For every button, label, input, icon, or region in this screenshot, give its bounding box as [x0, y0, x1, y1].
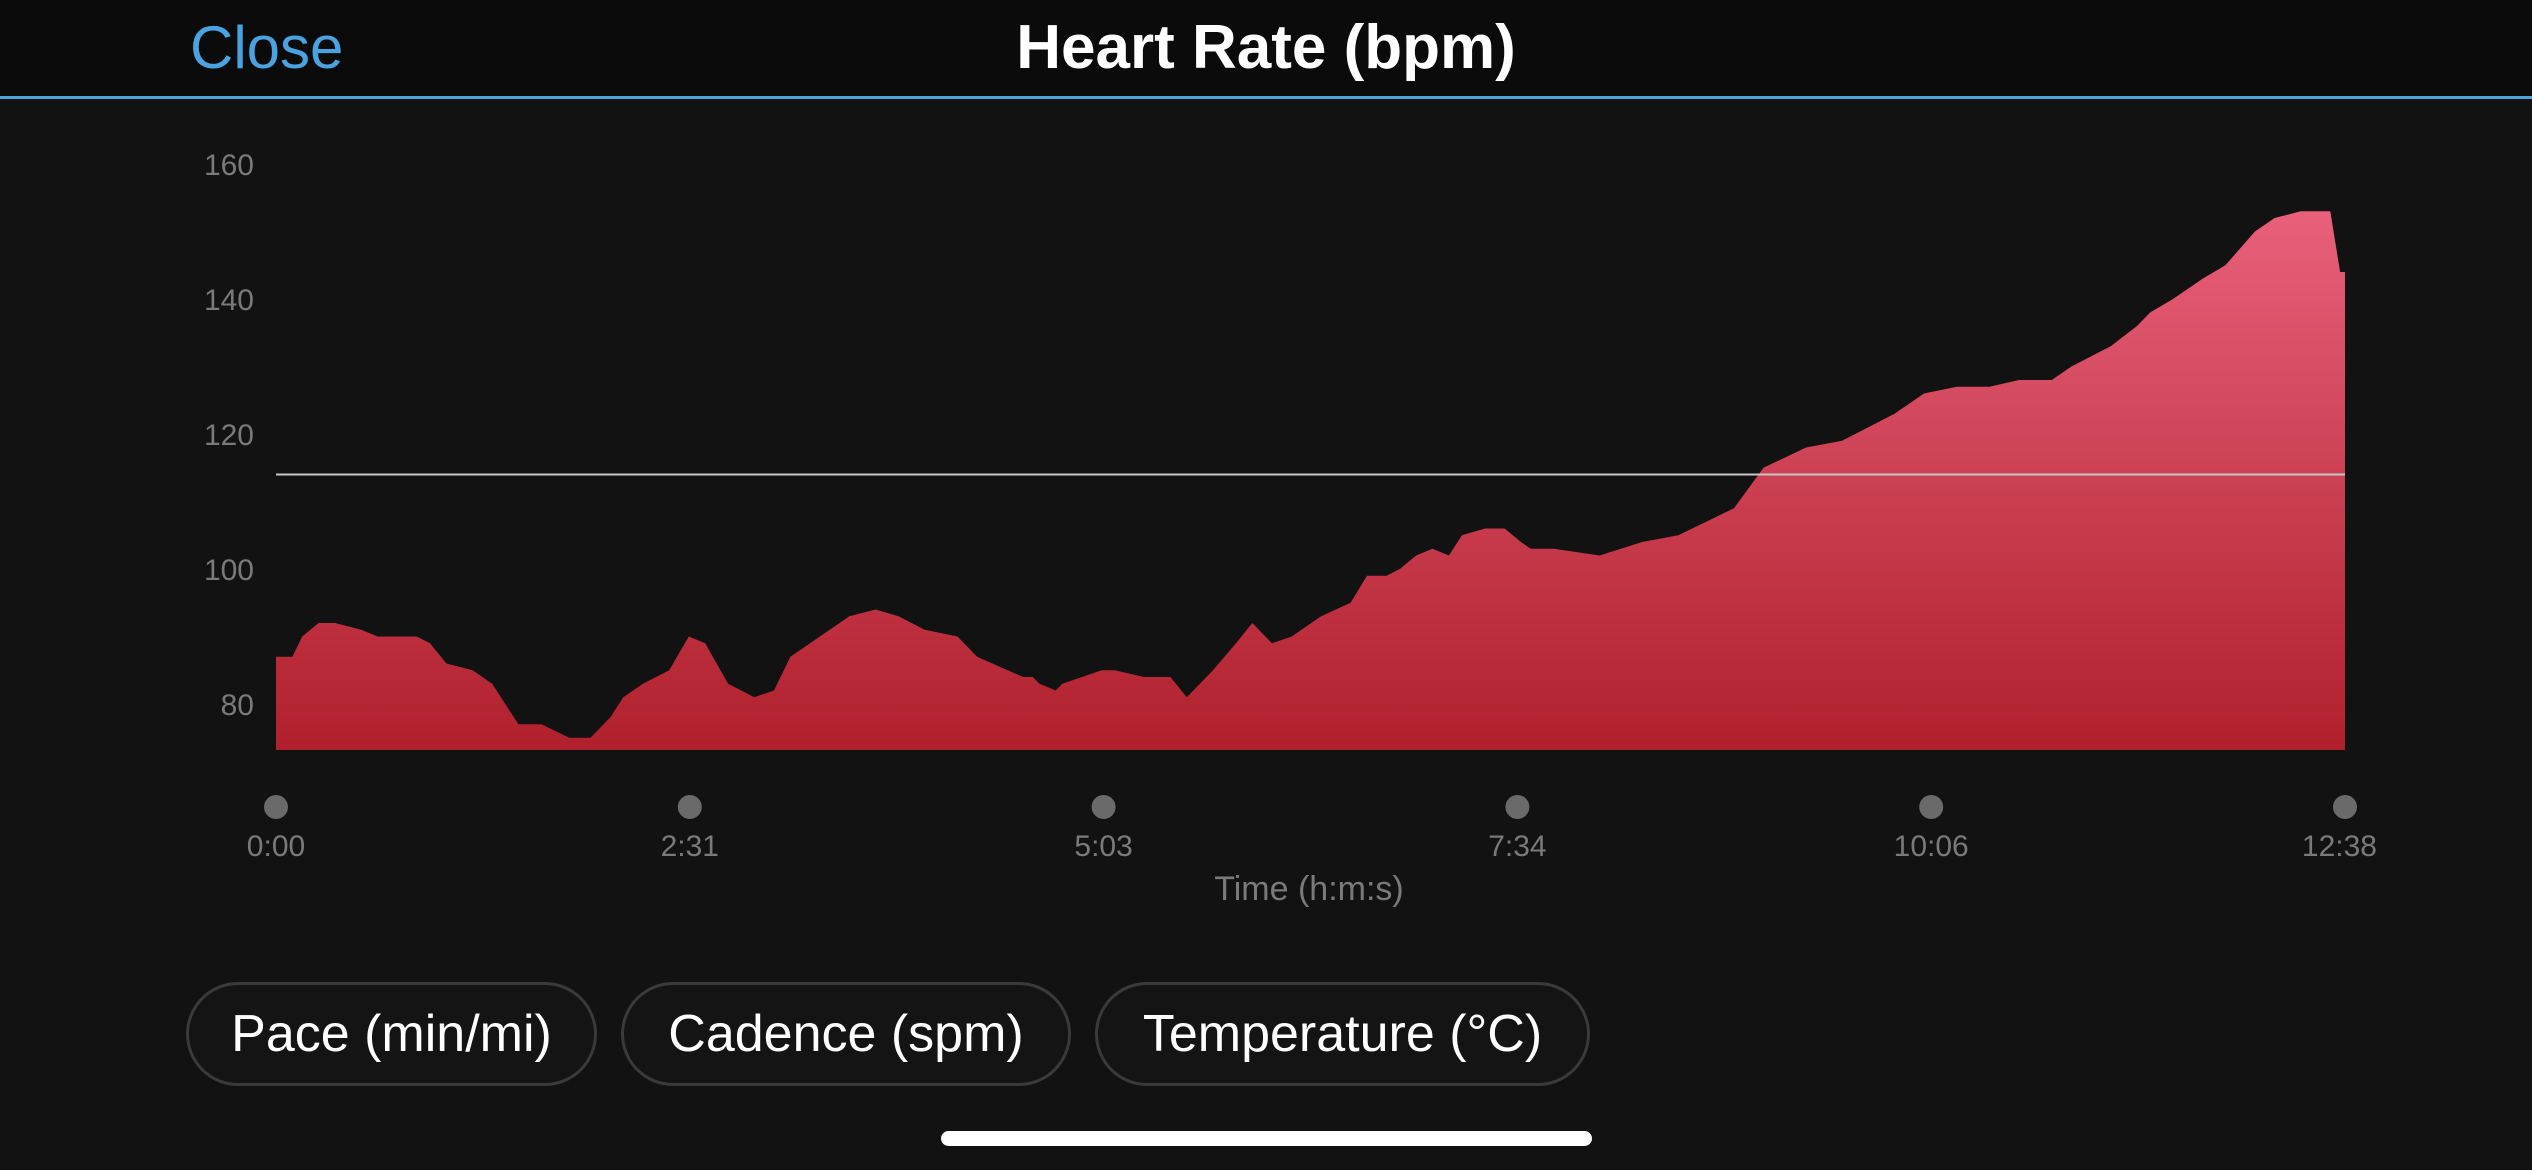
x-tick-label: 7:34	[1488, 830, 1546, 863]
x-tick-marker	[1091, 795, 1116, 819]
tab-pace[interactable]: Pace (min/mi)	[186, 982, 597, 1086]
x-tick-marker	[1919, 795, 1944, 819]
x-tick-marker	[2333, 795, 2357, 819]
top-bar: Close Heart Rate (bpm)	[0, 0, 2532, 99]
heart-rate-chart: 80 100 120 140 160 0:00 2:31 5:03 7:34 10:06 12:3…	[204, 149, 2377, 908]
y-tick-label: 140	[204, 284, 254, 317]
x-axis-label: Time (h:m:s)	[1214, 870, 1404, 908]
home-indicator	[941, 1131, 1592, 1146]
y-tick-label: 160	[204, 149, 254, 182]
x-axis: 0:00 2:31 5:03 7:34 10:06 12:38	[247, 795, 2377, 863]
x-tick-label: 5:03	[1074, 830, 1132, 863]
page-title: Heart Rate (bpm)	[1016, 13, 1516, 82]
tab-cadence[interactable]: Cadence (spm)	[621, 982, 1071, 1086]
heart-rate-area	[276, 211, 2345, 751]
y-axis: 80 100 120 140 160	[204, 149, 254, 722]
close-button[interactable]: Close	[190, 14, 344, 81]
tab-temperature[interactable]: Temperature (°C)	[1095, 982, 1590, 1086]
y-tick-label: 120	[204, 419, 254, 452]
x-tick-marker	[677, 795, 702, 819]
x-tick-marker	[1505, 795, 1530, 819]
x-tick-marker	[264, 795, 288, 819]
x-tick-label: 12:38	[2302, 830, 2377, 863]
x-tick-label: 2:31	[661, 830, 719, 863]
x-tick-label: 0:00	[247, 830, 305, 863]
y-tick-label: 100	[204, 554, 254, 587]
y-tick-label: 80	[221, 689, 254, 722]
x-tick-label: 10:06	[1894, 830, 1969, 863]
